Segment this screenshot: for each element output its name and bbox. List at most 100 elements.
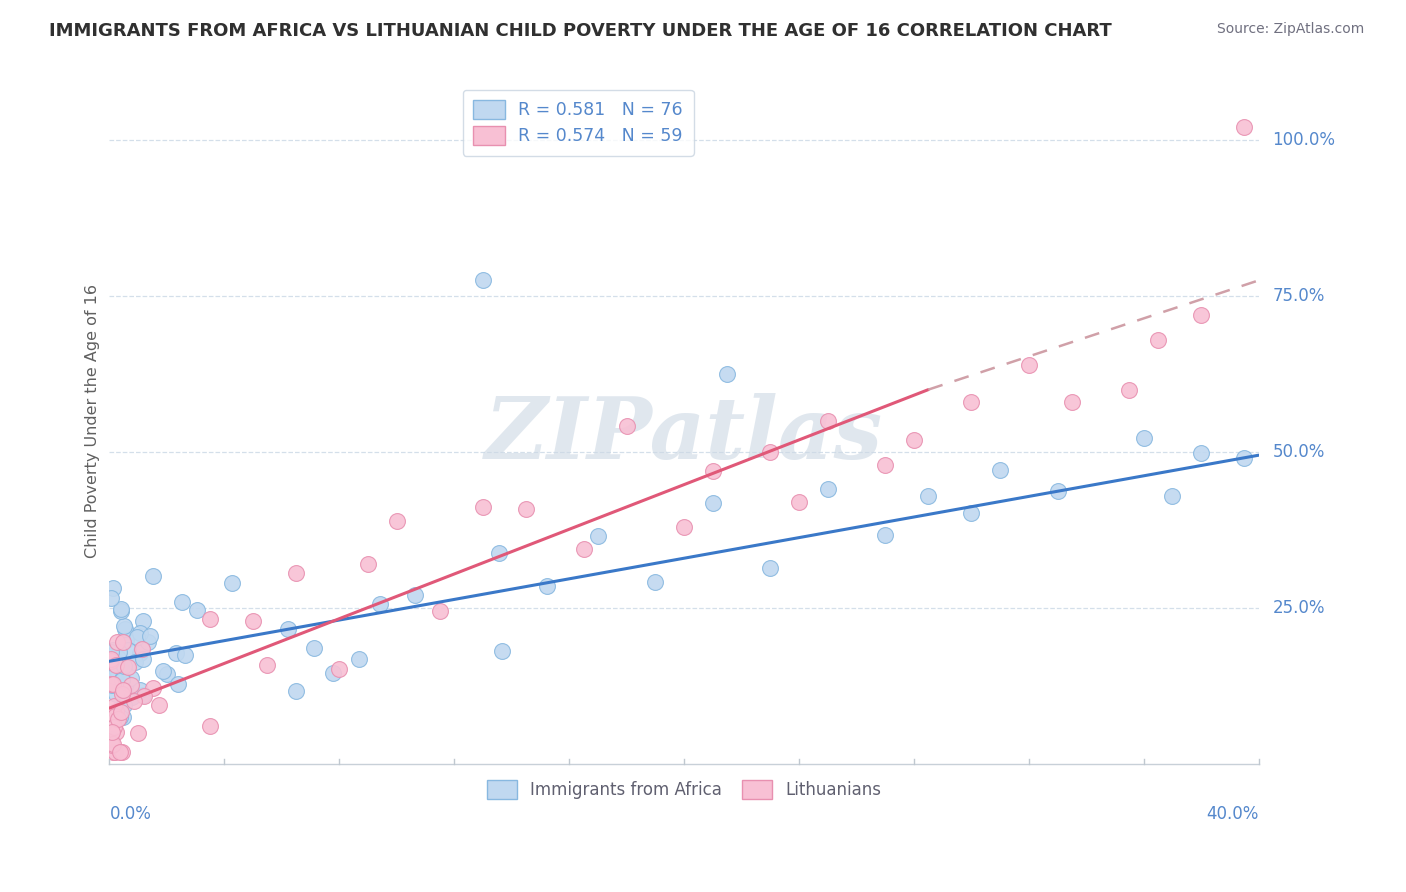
Point	[124, 655, 146, 669]
Point	[960, 506, 983, 520]
Point	[702, 496, 724, 510]
Text: 75.0%: 75.0%	[1272, 287, 1324, 305]
Point	[138, 635, 160, 649]
Point	[817, 414, 839, 428]
Point	[165, 646, 187, 660]
Point	[875, 527, 897, 541]
Point	[170, 595, 193, 609]
Point	[101, 745, 124, 759]
Point	[121, 690, 143, 705]
Point	[110, 705, 132, 719]
Point	[716, 367, 738, 381]
Point	[277, 622, 299, 636]
Point	[100, 654, 122, 668]
Point	[256, 658, 278, 673]
Point	[111, 682, 134, 697]
Point	[100, 676, 122, 690]
Point	[103, 720, 125, 734]
Point	[131, 642, 153, 657]
Text: 100.0%: 100.0%	[1272, 131, 1336, 149]
Point	[115, 632, 138, 647]
Point	[198, 719, 221, 733]
Point	[132, 690, 155, 704]
Point	[903, 433, 925, 447]
Point	[120, 671, 142, 685]
Point	[100, 656, 122, 670]
Point	[1233, 450, 1256, 465]
Point	[110, 745, 132, 759]
Point	[302, 641, 325, 656]
Point	[111, 673, 134, 687]
Point	[101, 737, 124, 751]
Point	[128, 625, 150, 640]
Point	[673, 520, 696, 534]
Point	[488, 546, 510, 560]
Point	[221, 576, 243, 591]
Point	[100, 732, 122, 747]
Point	[105, 656, 128, 670]
Point	[198, 612, 221, 626]
Point	[1233, 120, 1256, 135]
Point	[429, 604, 451, 618]
Point	[156, 667, 179, 681]
Point	[174, 648, 197, 662]
Point	[103, 581, 125, 595]
Point	[132, 652, 155, 666]
Point	[101, 724, 124, 739]
Point	[644, 575, 666, 590]
Point	[111, 687, 134, 701]
Point	[787, 495, 810, 509]
Point	[186, 603, 208, 617]
Point	[105, 687, 128, 701]
Point	[107, 645, 129, 659]
Point	[1046, 484, 1069, 499]
Point	[347, 652, 370, 666]
Point	[131, 614, 153, 628]
Point	[142, 569, 165, 583]
Point	[285, 566, 308, 580]
Point	[127, 726, 149, 740]
Point	[141, 681, 163, 696]
Text: 40.0%: 40.0%	[1206, 805, 1258, 823]
Point	[104, 745, 127, 759]
Point	[120, 678, 142, 692]
Point	[111, 635, 134, 649]
Point	[100, 653, 122, 667]
Point	[1118, 383, 1140, 397]
Point	[138, 630, 160, 644]
Point	[132, 688, 155, 702]
Point	[104, 724, 127, 739]
Point	[114, 622, 136, 636]
Point	[1189, 446, 1212, 460]
Point	[100, 657, 122, 672]
Point	[101, 678, 124, 692]
Point	[103, 662, 125, 676]
Point	[917, 489, 939, 503]
Point	[115, 675, 138, 690]
Point	[167, 676, 190, 690]
Point	[1161, 489, 1184, 503]
Point	[100, 645, 122, 659]
Point	[148, 698, 170, 713]
Point	[100, 591, 122, 605]
Point	[875, 458, 897, 472]
Point	[127, 630, 149, 644]
Point	[616, 418, 638, 433]
Point	[100, 736, 122, 750]
Point	[759, 445, 782, 459]
Point	[702, 464, 724, 478]
Point	[988, 463, 1011, 477]
Point	[117, 643, 139, 657]
Point	[385, 515, 408, 529]
Point	[110, 601, 132, 615]
Point	[472, 500, 495, 514]
Point	[107, 712, 129, 726]
Text: 25.0%: 25.0%	[1272, 599, 1324, 617]
Point	[104, 658, 127, 673]
Point	[107, 651, 129, 665]
Point	[960, 395, 983, 409]
Point	[100, 739, 122, 753]
Point	[112, 658, 135, 673]
Text: Source: ZipAtlas.com: Source: ZipAtlas.com	[1216, 22, 1364, 37]
Point	[105, 634, 128, 648]
